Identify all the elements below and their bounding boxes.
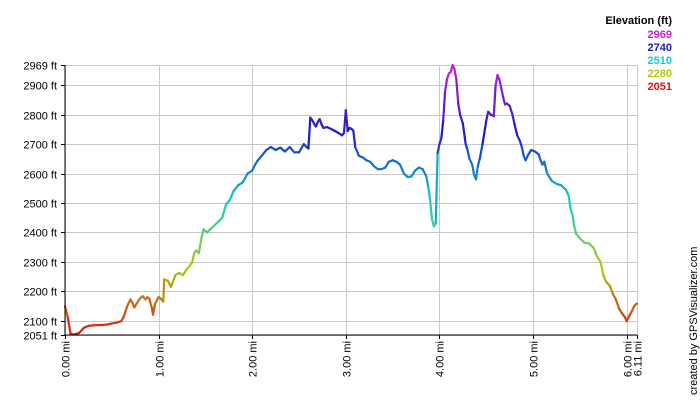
elevation-segment: [163, 279, 164, 301]
x-tick-label: 2.00 mi: [248, 341, 260, 377]
elevation-segment: [600, 262, 603, 275]
x-tick-label: 4.00 mi: [435, 341, 447, 377]
elevation-segment: [430, 200, 432, 219]
elevation-segment: [173, 275, 176, 282]
elevation-segment: [468, 150, 470, 159]
y-tick-label: 2100 ft: [23, 317, 57, 329]
y-tick-label: 2600 ft: [23, 170, 57, 182]
elevation-segment: [155, 297, 159, 304]
elevation-segment: [463, 124, 466, 145]
elevation-segment: [423, 169, 427, 176]
elevation-segment: [572, 215, 574, 227]
elevation-segment: [510, 106, 513, 115]
elevation-segment: [501, 88, 503, 97]
elevation-segment: [441, 121, 443, 139]
elevation-segment: [426, 176, 428, 186]
elevation-segment: [494, 85, 496, 116]
elevation-segment: [480, 144, 483, 159]
elevation-segment: [514, 124, 517, 136]
elevation-segment: [400, 165, 404, 174]
y-tick-label: 2900 ft: [23, 81, 57, 93]
elevation-segment: [483, 121, 487, 145]
elevation-segment: [445, 79, 447, 91]
legend-title: Elevation (ft): [605, 15, 672, 27]
elevation-segment: [230, 191, 234, 200]
y-axis-ticks: 2969 ft 2900 ft 2800 ft 2700 ft 2600 ft 2500 …: [23, 61, 65, 343]
elevation-segment: [234, 185, 239, 191]
elevation-segment: [199, 237, 202, 253]
legend-item: 2969: [648, 29, 672, 41]
elevation-segment: [454, 69, 456, 79]
elevation-segment: [308, 118, 310, 149]
elevation-segment: [460, 115, 463, 124]
elevation-segment: [569, 196, 571, 209]
elevation-segment: [443, 91, 445, 120]
x-tick-label: 1.00 mi: [155, 341, 167, 377]
elevation-segment: [149, 299, 152, 309]
elevation-segment: [544, 162, 547, 174]
elevation-segment: [478, 159, 480, 166]
elevation-segment: [615, 299, 619, 309]
legend-item: 2740: [648, 42, 672, 54]
elevation-segment: [594, 249, 597, 256]
elevation-segment: [355, 147, 359, 156]
x-tick-label: 0.00 mi: [61, 341, 73, 377]
elevation-segment: [634, 304, 637, 306]
grid-layer: [65, 65, 638, 336]
legend-item: 2051: [648, 81, 672, 93]
y-tick-label: 2800 ft: [23, 111, 57, 123]
elevation-segment: [262, 150, 267, 156]
elevation-segment: [192, 253, 194, 262]
elevation-segment: [458, 103, 460, 115]
elevation-segment: [503, 97, 505, 104]
y-tick-label: 2300 ft: [23, 258, 57, 270]
y-tick-label: 2400 ft: [23, 228, 57, 240]
elevation-segment: [499, 79, 501, 88]
y-tick-label: 2051 ft: [23, 331, 57, 343]
x-tick-label: 3.00 mi: [342, 341, 354, 377]
elevation-segment: [472, 165, 474, 175]
x-tick-label: 6.11 mi: [633, 341, 645, 376]
elevation-line: [65, 65, 637, 334]
y-tick-label: 2700 ft: [23, 140, 57, 152]
elevation-segment: [486, 112, 488, 121]
elevation-segment: [68, 318, 71, 334]
legend-item: 2280: [648, 68, 672, 80]
elevation-segment: [512, 115, 514, 124]
elevation-segment: [476, 166, 478, 179]
elevation-segment: [456, 79, 458, 103]
y-tick-label: 2500 ft: [23, 199, 57, 211]
elevation-segment: [436, 153, 438, 224]
y-tick-label: 2200 ft: [23, 287, 57, 299]
y-tick-label: 2969 ft: [23, 61, 57, 73]
axes: [65, 65, 637, 335]
x-tick-label: 5.00 mi: [529, 341, 541, 377]
elevation-segment: [222, 204, 226, 217]
x-axis-ticks: 0.00 mi 1.00 mi 2.00 mi 3.00 mi 4.00 mi 5.00 …: [61, 335, 645, 377]
elevation-segment: [124, 307, 127, 316]
elevation-segment: [610, 286, 613, 294]
credit-text: created by GPSVisualizer.com: [688, 247, 700, 395]
elevation-segment: [522, 147, 524, 156]
elevation-segment: [153, 304, 155, 314]
legend-item: 2510: [648, 55, 672, 67]
elevation-segment: [428, 187, 430, 200]
elevation-segment: [299, 144, 304, 152]
